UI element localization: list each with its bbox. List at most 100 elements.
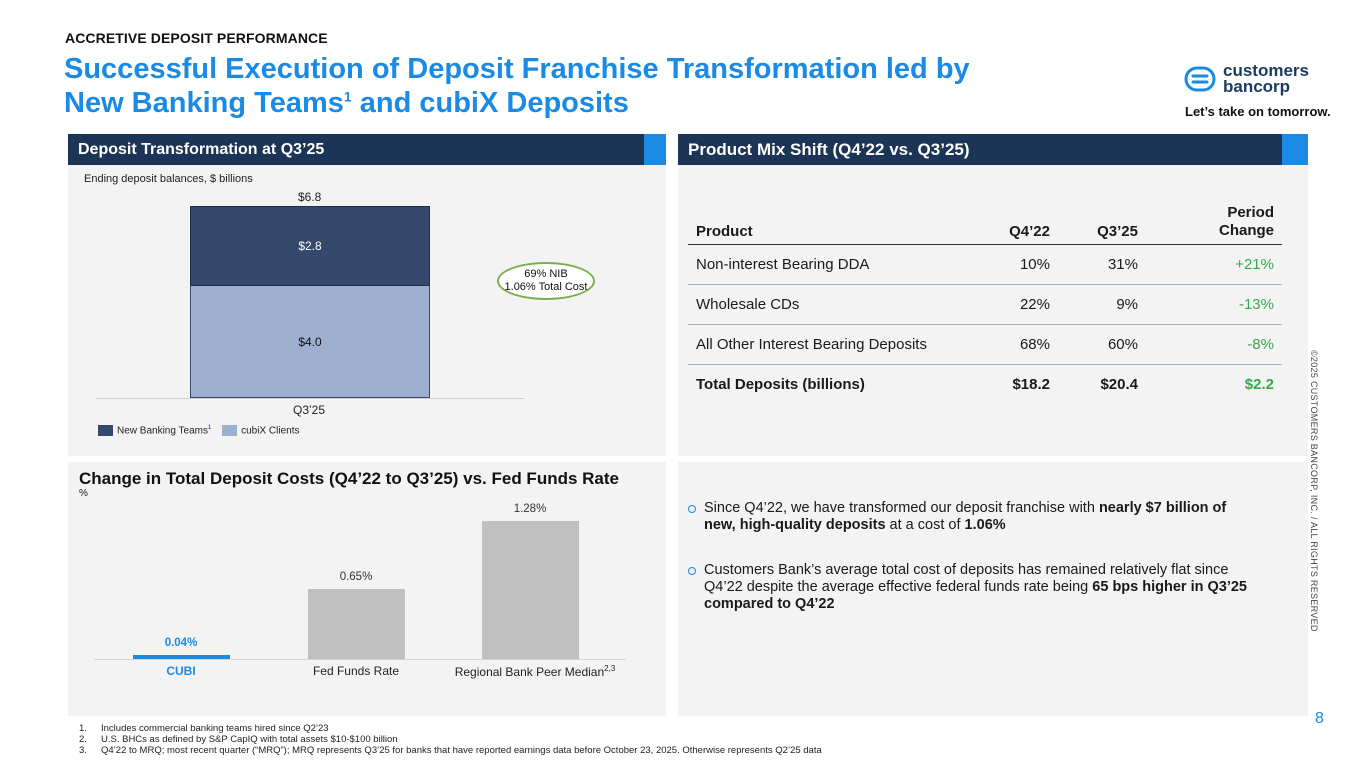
- cell-q3-25: 31%: [1058, 244, 1146, 285]
- category-footnote-ref: 2,3: [604, 664, 616, 673]
- company-logo: customers bancorp: [1184, 62, 1309, 96]
- legend-label-new-banking: New Banking Teams: [117, 425, 208, 437]
- cell-q3-25: 60%: [1058, 324, 1146, 365]
- logo-wordmark: customers bancorp: [1223, 61, 1309, 96]
- page-number: 8: [1315, 710, 1324, 727]
- deposit-transformation-header: Deposit Transformation at Q3’25: [68, 134, 666, 165]
- footnote-number: 1.: [79, 723, 87, 734]
- cell-q3-25: $20.4: [1100, 375, 1138, 393]
- cell-product: Total Deposits (billions): [696, 375, 865, 393]
- legend-swatch-new-banking: [98, 425, 113, 437]
- deposit-costs-title: Change in Total Deposit Costs (Q4’22 to …: [79, 469, 619, 488]
- cost-bar-value-label-1: 0.04%: [164, 637, 198, 649]
- category-label-peer-median: Regional Bank Peer Median2,3: [440, 664, 630, 679]
- cell-product: Wholesale CDs: [688, 284, 978, 325]
- footnote-number: 3.: [79, 745, 87, 756]
- cell-q4-22: 68%: [978, 324, 1058, 365]
- bar-segment-cubix: $4.0: [190, 286, 430, 398]
- footnote-text: Q4’22 to MRQ; most recent quarter (“MRQ”…: [101, 745, 822, 756]
- legend-swatch-cubix: [222, 425, 238, 437]
- legend-label-cubix: cubiX Clients: [241, 425, 300, 437]
- footnote-3: 3. Q4’22 to MRQ; most recent quarter (“MR…: [79, 745, 822, 756]
- footnote-1: 1. Includes commercial banking teams hire…: [79, 723, 822, 734]
- cell-change: -13%: [1146, 284, 1282, 325]
- product-mix-title: Product Mix Shift (Q4’22 vs. Q3’25): [688, 140, 970, 159]
- table-row-total: Total Deposits (billions) $18.2 $20.4 $2…: [688, 364, 1282, 404]
- cell-q4-22: 10%: [978, 244, 1058, 285]
- header-accent: [1282, 134, 1308, 165]
- category-label-cubi: CUBI: [166, 664, 196, 678]
- cell-change: -8%: [1146, 324, 1282, 365]
- legend-footnote-ref: 1: [207, 425, 212, 431]
- cost-bar-value-label-3: 1.28%: [513, 503, 547, 515]
- product-mix-header: Product Mix Shift (Q4’22 vs. Q3’25): [678, 134, 1308, 165]
- bar-segment-new-banking-label: $2.8: [298, 239, 322, 253]
- deposit-chart-baseline: [96, 398, 524, 399]
- bullet1-bold-2: 1.06%: [964, 517, 1006, 533]
- cell-product: All Other Interest Bearing Deposits: [688, 324, 978, 365]
- commentary-bullets: Since Q4’22, we have transformed our dep…: [688, 500, 1260, 641]
- col-header-period-change-label: Period Change: [1218, 203, 1274, 239]
- logo-line1: customers: [1223, 61, 1309, 80]
- col-header-q4-22: Q4’22: [978, 198, 1058, 245]
- table-row: All Other Interest Bearing Deposits 68% …: [688, 324, 1282, 365]
- customers-bancorp-logo-icon: [1184, 66, 1216, 92]
- table-header-row: Product Q4’22 Q3’25 Period Change: [688, 198, 1282, 245]
- table-row: Wholesale CDs 22% 9% -13%: [688, 284, 1282, 325]
- cell-change: $2.2: [1244, 375, 1274, 393]
- copyright-vertical: ©2025 CUSTOMERS BANCORP, INC. / ALL RIGH…: [1309, 350, 1319, 632]
- tagline: Let’s take on tomorrow.: [1185, 104, 1331, 119]
- bullet-icon: [688, 505, 696, 513]
- title-footnote-ref: 1: [343, 88, 352, 105]
- category-label-fed-funds: Fed Funds Rate: [312, 664, 400, 678]
- bullet1-text-b: at a cost of: [885, 517, 965, 533]
- bullet1-bold-1: nearly $7 billion of new, high-quality d…: [704, 500, 1227, 533]
- product-mix-table: Product Q4’22 Q3’25 Period Change Non-in…: [688, 198, 1282, 404]
- footnote-text: U.S. BHCs as defined by S&P CapIQ with t…: [101, 734, 398, 745]
- bullet2-bold: 65 bps higher in Q3’25 compared to Q4’22: [704, 579, 1247, 612]
- cell-change: +21%: [1146, 244, 1282, 285]
- deposit-total-label: $6.8: [298, 190, 322, 204]
- cell-product: Non-interest Bearing DDA: [688, 244, 978, 285]
- cost-bar-2: [307, 589, 405, 659]
- cost-bar-3: [481, 521, 579, 659]
- deposit-category-label: Q3’25: [293, 403, 326, 417]
- table-row: Non-interest Bearing DDA 10% 31% +21%: [688, 244, 1282, 285]
- col-header-q3-25: Q3’25: [1058, 198, 1146, 245]
- deposit-legend: New Banking Teams1 cubiX Clients: [98, 425, 299, 436]
- bar-segment-cubix-label: $4.0: [298, 334, 322, 349]
- footnotes: 1. Includes commercial banking teams hire…: [79, 723, 822, 756]
- header-accent: [644, 134, 666, 165]
- footnote-2: 2. U.S. BHCs as defined by S&P CapIQ with…: [79, 734, 822, 745]
- deposit-transformation-title: Deposit Transformation at Q3’25: [78, 141, 325, 158]
- deposit-costs-unit: %: [79, 488, 88, 499]
- cost-bar-value-label-2: 0.65%: [339, 571, 373, 583]
- page-title: Successful Execution of Deposit Franchis…: [64, 52, 1064, 120]
- nib-callout-oval: 69% NIB 1.06% Total Cost: [497, 262, 595, 300]
- callout-line1: 69% NIB: [524, 268, 568, 280]
- cell-q3-25: 9%: [1058, 284, 1146, 325]
- commentary-panel: [678, 462, 1308, 716]
- cost-bar-1: [132, 655, 230, 659]
- bullet1-text-a: Since Q4’22, we have transformed our dep…: [704, 500, 1099, 516]
- cell-q4-22: 22%: [978, 284, 1058, 325]
- deposit-chart-subtitle: Ending deposit balances, $ billions: [84, 173, 253, 185]
- section-eyebrow: ACCRETIVE DEPOSIT PERFORMANCE: [65, 30, 328, 46]
- footnote-number: 2.: [79, 734, 87, 745]
- bullet-deposit-franchise: Since Q4’22, we have transformed our dep…: [688, 500, 1260, 534]
- bar-segment-new-banking: $2.8: [190, 206, 430, 286]
- costs-chart-baseline: [94, 659, 626, 660]
- category-label-peer-median-text: Regional Bank Peer Median: [454, 665, 605, 679]
- callout-line2: 1.06% Total Cost: [504, 281, 588, 293]
- title-line2b: and cubiX Deposits: [351, 87, 629, 119]
- bullet2-text-a: Customers Bank’s average total cost of d…: [704, 562, 1229, 595]
- title-line1: Successful Execution of Deposit Franchis…: [64, 53, 970, 85]
- cell-q4-22: $18.2: [1012, 375, 1050, 393]
- col-header-period-change: Period Change: [1146, 198, 1282, 245]
- bullet-cost-of-deposits: Customers Bank’s average total cost of d…: [688, 562, 1260, 613]
- bullet-icon: [688, 567, 696, 575]
- title-line2a: New Banking Teams: [64, 87, 344, 119]
- footnote-text: Includes commercial banking teams hired …: [101, 723, 329, 734]
- logo-line2: bancorp: [1223, 77, 1291, 96]
- col-header-product: Product: [688, 198, 978, 245]
